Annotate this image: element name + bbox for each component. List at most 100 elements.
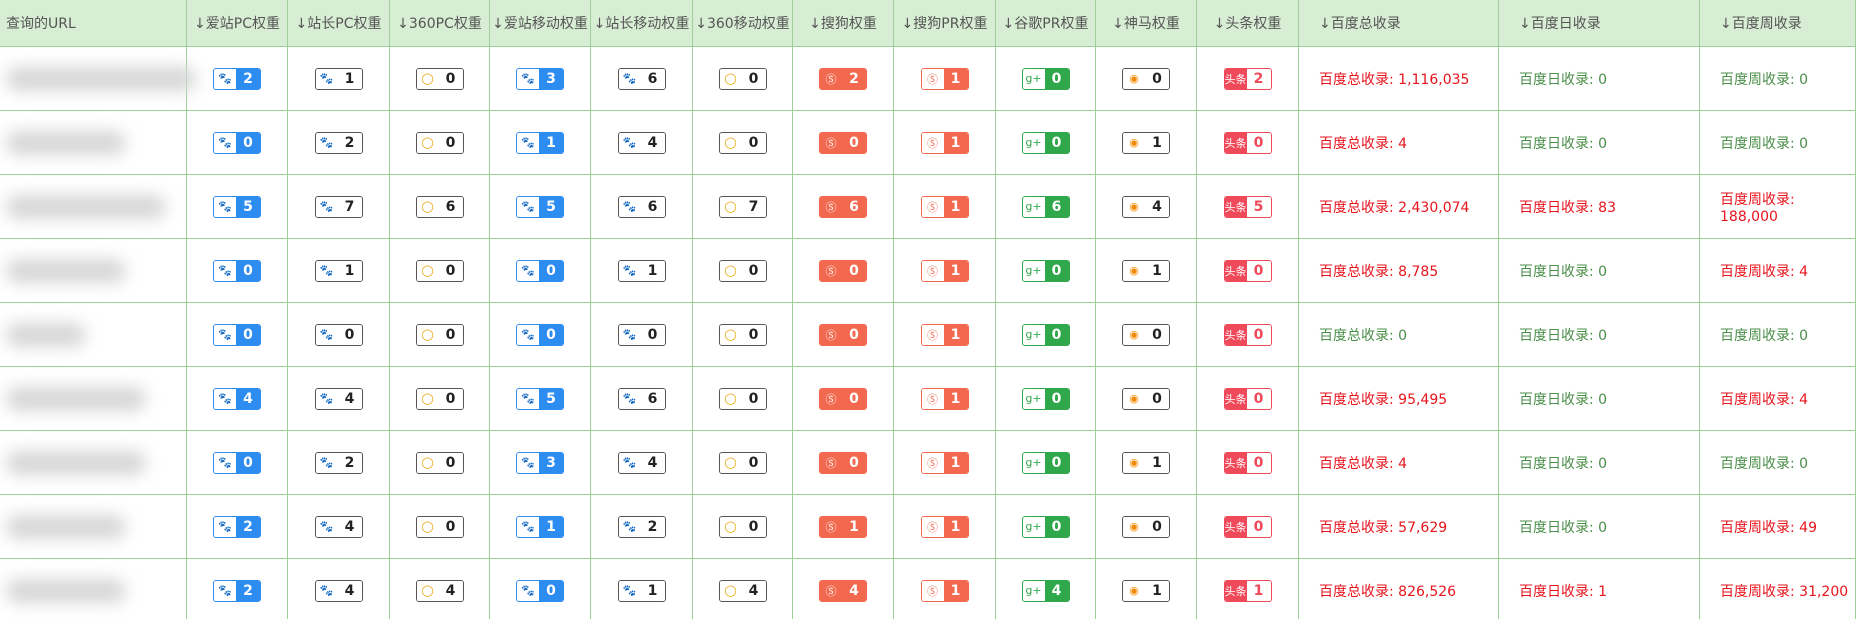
weight-cell: 🐾 0 [187,431,288,495]
badge-value: 0 [842,324,866,345]
badge-value: 0 [438,260,463,281]
column-header[interactable]: ↓神马权重 [1096,0,1197,47]
badge-value: 0 [236,324,260,345]
weight-cell: 🐾 0 [288,303,390,367]
badge-value: 2 [842,68,866,89]
column-header[interactable]: ↓360移动权重 [693,0,793,47]
badge-value: 4 [741,580,766,601]
column-header[interactable]: ↓爱站移动权重 [490,0,591,47]
weight-cell: 🐾 4 [187,367,288,431]
weight-cell: ◉ 0 [1096,495,1197,559]
badge-icon: 🐾 [214,260,236,281]
weight-badge: Ⓢ 1 [920,515,969,538]
badge-icon: ◯ [719,516,742,537]
badge-icon: ◯ [719,452,742,473]
blurred-url [6,259,126,283]
column-header[interactable]: ↓头条权重 [1197,0,1299,47]
badge-icon: g+ [1022,260,1045,281]
count-cell: 百度周收录: 0 [1700,47,1856,111]
column-header[interactable]: ↓百度日收录 [1499,0,1700,47]
badge-value: 0 [236,132,260,153]
badge-icon: ◯ [719,196,742,217]
weight-cell: 🐾 0 [490,303,591,367]
badge-value: 1 [943,260,968,281]
weight-cell: 🐾 0 [591,303,693,367]
badge-icon: 🐾 [618,324,641,345]
column-header[interactable]: ↓百度周收录 [1700,0,1856,47]
weight-cell: 🐾 6 [591,367,693,431]
blurred-url [6,515,126,539]
weight-badge: ◯ 4 [415,579,464,602]
weight-badge: Ⓢ 0 [819,387,867,410]
badge-value: 0 [1246,324,1271,345]
badge-icon: g+ [1022,580,1045,601]
weight-cell: ◯ 0 [693,495,793,559]
count-cell: 百度周收录: 4 [1700,239,1856,303]
weight-badge: ◯ 0 [718,67,767,90]
weight-badge: ◯ 7 [718,195,767,218]
weight-badge: g+ 6 [1021,195,1070,218]
weight-cell: ◯ 0 [390,111,490,175]
badge-icon: Ⓢ [921,580,944,601]
weight-badge: Ⓢ 1 [920,579,969,602]
column-header[interactable]: ↓站长PC权重 [288,0,390,47]
column-header[interactable]: ↓搜狗PR权重 [894,0,996,47]
badge-icon: 🐾 [214,580,236,601]
weight-badge: 🐾 2 [213,67,261,90]
weight-badge: Ⓢ 1 [920,195,969,218]
badge-icon: 头条 [1224,196,1247,217]
badge-value: 0 [438,68,463,89]
weight-badge: 🐾 1 [617,259,666,282]
weight-badge: ◯ 0 [718,387,767,410]
weight-cell: ◯ 0 [390,431,490,495]
count-text: 百度周收录: 4 [1720,263,1809,280]
weight-badge: 🐾 6 [617,387,666,410]
badge-value: 4 [236,388,260,409]
weight-badge: g+ 0 [1021,387,1070,410]
column-header[interactable]: ↓谷歌PR权重 [996,0,1096,47]
weight-cell: ◯ 0 [390,367,490,431]
weight-badge: 🐾 7 [314,195,363,218]
count-text: 百度总收录: 2,430,074 [1319,199,1470,216]
column-header[interactable]: ↓爱站PC权重 [187,0,288,47]
badge-value: 1 [640,260,665,281]
column-header[interactable]: ↓搜狗权重 [793,0,894,47]
badge-icon: 🐾 [517,580,539,601]
weight-cell: Ⓢ 1 [894,175,996,239]
badge-icon: 🐾 [517,324,539,345]
weight-cell: Ⓢ 0 [793,111,894,175]
count-cell: 百度周收录: 0 [1700,303,1856,367]
weight-cell: g+ 0 [996,303,1096,367]
badge-icon: 🐾 [315,196,338,217]
badge-value: 0 [1044,324,1069,345]
badge-value: 0 [1246,452,1271,473]
badge-value: 0 [741,260,766,281]
badge-icon: 🐾 [315,132,338,153]
weight-badge: 🐾 1 [617,579,666,602]
weight-cell: Ⓢ 0 [793,367,894,431]
badge-value: 0 [741,452,766,473]
weight-cell: Ⓢ 0 [793,239,894,303]
weight-badge: 🐾 4 [213,387,261,410]
weight-badge: ◯ 0 [718,259,767,282]
badge-value: 4 [337,388,362,409]
badge-icon: ◯ [416,324,439,345]
badge-value: 2 [337,132,362,153]
weight-badge: ◉ 1 [1122,579,1170,602]
weight-cell: g+ 0 [996,495,1096,559]
column-header[interactable]: ↓百度总收录 [1299,0,1499,47]
badge-icon: Ⓢ [820,196,842,217]
badge-icon: 🐾 [618,260,641,281]
column-header[interactable]: ↓站长移动权重 [591,0,693,47]
count-text: 百度日收录: 0 [1519,263,1608,280]
count-cell: 百度周收录: 0 [1700,431,1856,495]
column-header[interactable]: ↓360PC权重 [390,0,490,47]
weight-badge: 🐾 4 [314,387,363,410]
badge-value: 4 [842,580,866,601]
weight-badge: 🐾 5 [516,387,564,410]
badge-value: 0 [842,388,866,409]
badge-icon: 🐾 [214,452,236,473]
badge-icon: ◯ [719,68,742,89]
weight-badge: ◯ 0 [718,323,767,346]
weight-badge: ◯ 0 [718,515,767,538]
